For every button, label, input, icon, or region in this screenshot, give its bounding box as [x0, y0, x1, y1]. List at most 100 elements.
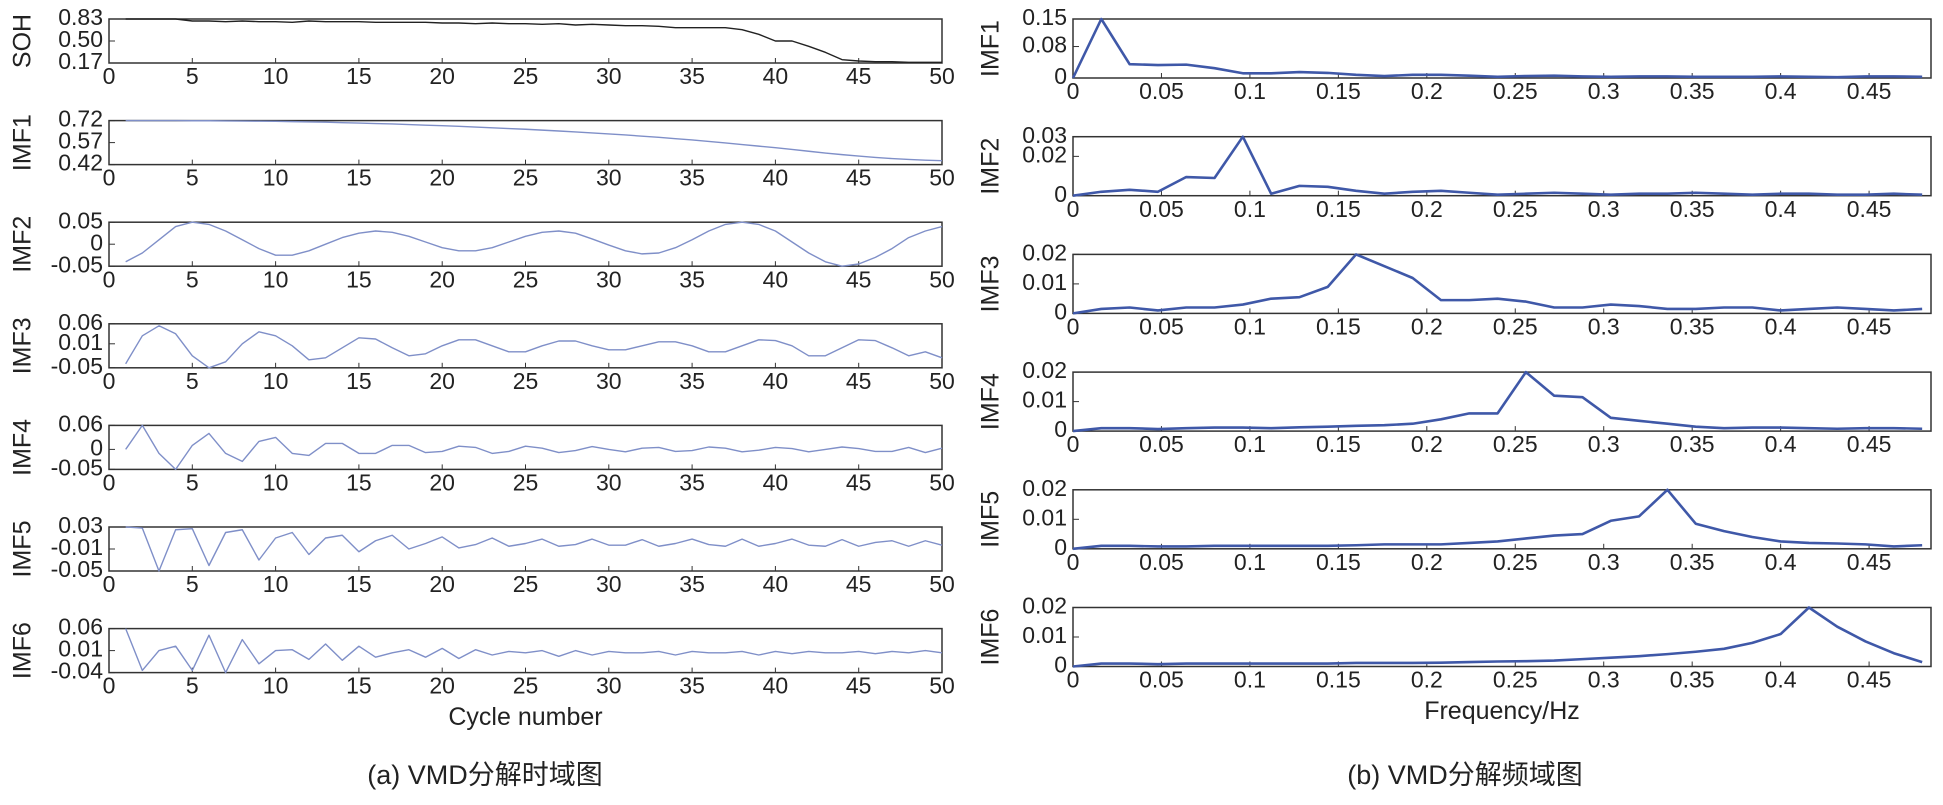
x-tick-label: 15	[346, 165, 372, 191]
y-tick-label: -0.05	[51, 454, 103, 480]
x-tick-label: 0.35	[1670, 313, 1715, 339]
x-tick-label: 0.45	[1847, 313, 1892, 339]
y-axis-label: IMF6	[977, 609, 1005, 666]
data-line	[1072, 370, 1923, 433]
x-tick-label: 0.05	[1139, 431, 1184, 457]
x-tick-label: 0	[103, 571, 116, 597]
x-tick-label: 50	[929, 165, 955, 191]
x-tick-label: 0.2	[1411, 313, 1443, 339]
x-tick-label: 20	[429, 571, 455, 597]
x-tick-label: 0.05	[1139, 313, 1184, 339]
x-tick-label: 5	[186, 63, 199, 89]
x-tick-label: 0.2	[1411, 549, 1443, 575]
x-tick-label: 10	[263, 673, 289, 699]
plot-frame	[108, 323, 943, 369]
plot-frame	[108, 119, 943, 166]
x-tick-label: 40	[763, 165, 789, 191]
x-tick-label: 30	[596, 571, 622, 597]
x-tick-label: 30	[596, 266, 622, 292]
x-tick-label: 0.35	[1670, 667, 1715, 693]
y-tick-label: 0.06	[58, 614, 103, 640]
plot-frame	[108, 627, 943, 674]
x-tick-label: 15	[346, 469, 372, 495]
x-tick-label: 0.3	[1588, 431, 1620, 457]
x-tick-label: 0	[1067, 667, 1080, 693]
y-tick-label: -0.05	[51, 556, 103, 582]
y-axis-label: IMF4	[977, 373, 1005, 430]
y-axis-label: IMF3	[977, 255, 1005, 312]
x-tick-label: 0.35	[1670, 196, 1715, 222]
x-tick-label: 0.3	[1588, 196, 1620, 222]
data-line	[125, 18, 942, 64]
y-tick-label: 0.01	[58, 329, 103, 355]
x-tick-label: 0.45	[1847, 196, 1892, 222]
x-tick-label: 5	[186, 469, 199, 495]
x-tick-label: 0.3	[1588, 313, 1620, 339]
x-tick-label: 0	[103, 368, 116, 394]
x-tick-label: 35	[679, 368, 705, 394]
x-tick-label: 35	[679, 266, 705, 292]
data-line	[1072, 135, 1923, 197]
x-tick-label: 0.2	[1411, 667, 1443, 693]
x-tick-label: 0.15	[1316, 431, 1361, 457]
x-tick-label: 50	[929, 469, 955, 495]
x-tick-label: 20	[429, 266, 455, 292]
y-tick-label: 0.01	[1022, 269, 1067, 295]
x-tick-label: 15	[346, 266, 372, 292]
y-tick-label: 0	[1054, 416, 1067, 442]
x-tick-label: 0.15	[1316, 667, 1361, 693]
x-tick-label: 0.25	[1493, 196, 1538, 222]
y-tick-label: 0	[1054, 63, 1067, 89]
x-tick-label: 0.15	[1316, 549, 1361, 575]
x-tick-label: 35	[679, 469, 705, 495]
x-tick-label: 5	[186, 368, 199, 394]
x-tick-label: 0.05	[1139, 196, 1184, 222]
x-tick-label: 25	[513, 571, 539, 597]
y-tick-label: 0.02	[1022, 475, 1067, 501]
x-tick-label: 20	[429, 469, 455, 495]
x-tick-label: 40	[763, 673, 789, 699]
plot-frame	[108, 526, 943, 572]
y-tick-label: 0.06	[58, 309, 103, 335]
x-tick-label: 20	[429, 63, 455, 89]
y-tick-label: 0.01	[1022, 387, 1067, 413]
y-tick-label: 0	[1054, 298, 1067, 324]
x-tick-label: 35	[679, 571, 705, 597]
x-tick-label: 0.1	[1234, 431, 1266, 457]
x-tick-label: 0	[1067, 431, 1080, 457]
x-tick-label: 0.2	[1411, 431, 1443, 457]
x-tick-label: 0	[1067, 78, 1080, 104]
x-tick-label: 0.4	[1765, 313, 1797, 339]
y-tick-label: 0.01	[58, 636, 103, 662]
x-tick-label: 10	[263, 368, 289, 394]
x-tick-label: 0.05	[1139, 667, 1184, 693]
data-line	[1072, 488, 1923, 551]
y-tick-label: 0	[90, 434, 103, 460]
x-tick-label: 0.05	[1139, 549, 1184, 575]
plot-frame	[1072, 18, 1932, 79]
x-tick-label: 10	[263, 266, 289, 292]
y-tick-label: 0.08	[1022, 32, 1067, 58]
x-tick-label: 50	[929, 571, 955, 597]
y-tick-label: 0.02	[1022, 357, 1067, 383]
x-tick-label: 35	[679, 63, 705, 89]
x-tick-label: 0.4	[1765, 196, 1797, 222]
x-tick-label: 0.45	[1847, 549, 1892, 575]
x-tick-label: 20	[429, 165, 455, 191]
x-tick-label: 0.15	[1316, 78, 1361, 104]
x-tick-label: 40	[763, 469, 789, 495]
x-tick-label: 15	[346, 368, 372, 394]
x-tick-label: 0.35	[1670, 431, 1715, 457]
x-tick-label: 10	[263, 469, 289, 495]
x-tick-label: 10	[263, 165, 289, 191]
x-tick-label: 45	[846, 368, 872, 394]
x-tick-label: 0	[103, 63, 116, 89]
data-line	[125, 325, 943, 369]
x-tick-label: 5	[186, 571, 199, 597]
y-tick-label: 0	[1054, 181, 1067, 207]
y-tick-label: 0.02	[1022, 141, 1067, 167]
x-tick-label: 0	[1067, 313, 1080, 339]
x-axis-label: Frequency/Hz	[1424, 697, 1580, 725]
y-tick-label: 0.50	[58, 26, 103, 52]
